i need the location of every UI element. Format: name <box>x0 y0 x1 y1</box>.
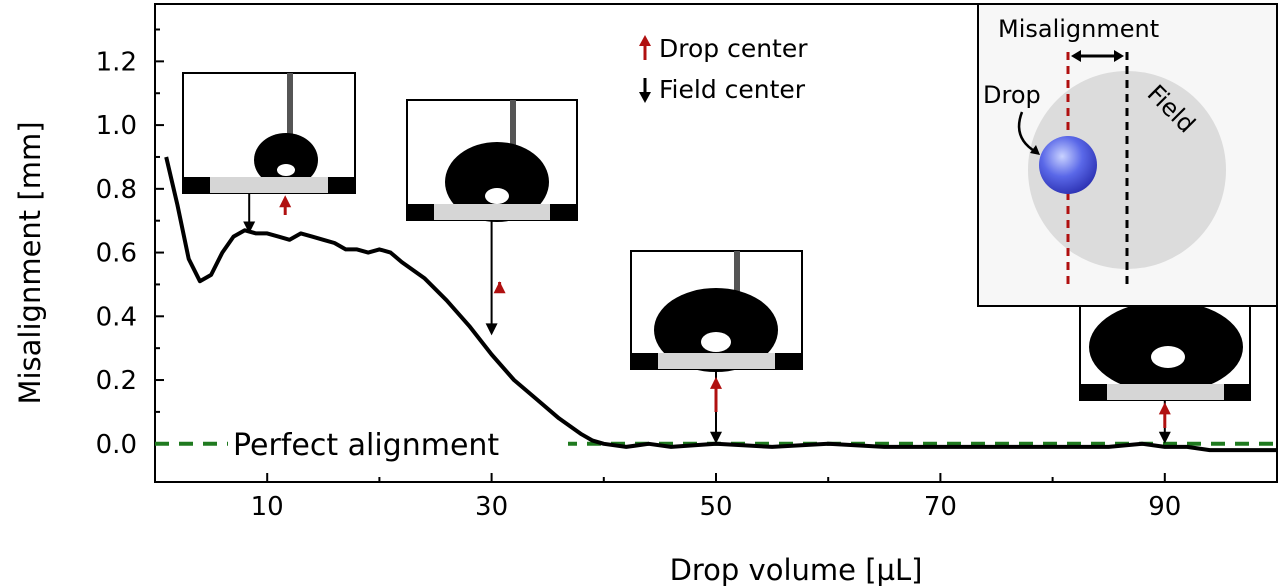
x-tick-label: 30 <box>475 492 508 522</box>
legend-field-center-arrow-icon <box>639 78 651 103</box>
field-center-arrowhead <box>243 221 256 234</box>
x-tick-label: 70 <box>924 492 957 522</box>
drop-center-arrowhead <box>279 195 292 208</box>
field-center-arrowhead <box>1158 431 1171 444</box>
perfect-alignment-label: Perfect alignment <box>233 428 499 463</box>
drop-center-arrowhead <box>493 281 506 294</box>
drop-pointer-arrow-icon <box>1017 111 1037 154</box>
x-tick-label: 50 <box>699 492 732 522</box>
y-tick-label: 0.8 <box>96 175 137 205</box>
drop-center-arrowhead <box>710 376 722 389</box>
x-tick-label: 90 <box>1148 492 1181 522</box>
y-tick-label: 0.4 <box>96 302 137 332</box>
misalignment-curve <box>164 156 1277 453</box>
drop-photo-3 <box>630 250 803 372</box>
drop-photo-2 <box>406 99 578 222</box>
drop-center-arrowhead <box>1158 402 1171 415</box>
legend-field-center-label: Field center <box>659 75 806 104</box>
x-axis-title: Drop volume [µL] <box>670 553 923 587</box>
field-center-arrowhead <box>485 323 498 336</box>
schematic-drop-label: Drop <box>983 81 1041 109</box>
y-axis-title: Misalignment [mm] <box>13 121 47 404</box>
drop-circle <box>1039 136 1097 194</box>
legend-drop-center-arrow-icon <box>639 35 651 60</box>
y-tick-label: 0.6 <box>96 239 137 269</box>
x-tick-label: 10 <box>251 492 284 522</box>
perfect-alignment-label-bg <box>228 419 568 464</box>
curve-layer <box>164 156 1277 453</box>
field-center-arrowhead <box>710 431 722 444</box>
legend-drop-center-label: Drop center <box>659 34 808 63</box>
center-arrows <box>243 193 1171 444</box>
axes: 10 30 50 70 90 0.0 0.2 0.4 0.6 0.8 1.0 1.2 Drop volu… <box>13 28 1278 587</box>
drop-photo-1 <box>182 72 356 194</box>
schematic-inset: Misalignment Drop Field <box>977 3 1278 307</box>
y-tick-label: 1.0 <box>96 111 137 141</box>
misalignment-double-arrow-icon <box>1071 50 1124 62</box>
y-tick-label: 0.2 <box>96 366 137 396</box>
y-tick-label: 0.0 <box>96 430 137 460</box>
schematic-misalignment-label: Misalignment <box>998 15 1159 43</box>
legend: Drop center Field center <box>639 34 808 104</box>
y-tick-label: 1.2 <box>96 47 137 77</box>
